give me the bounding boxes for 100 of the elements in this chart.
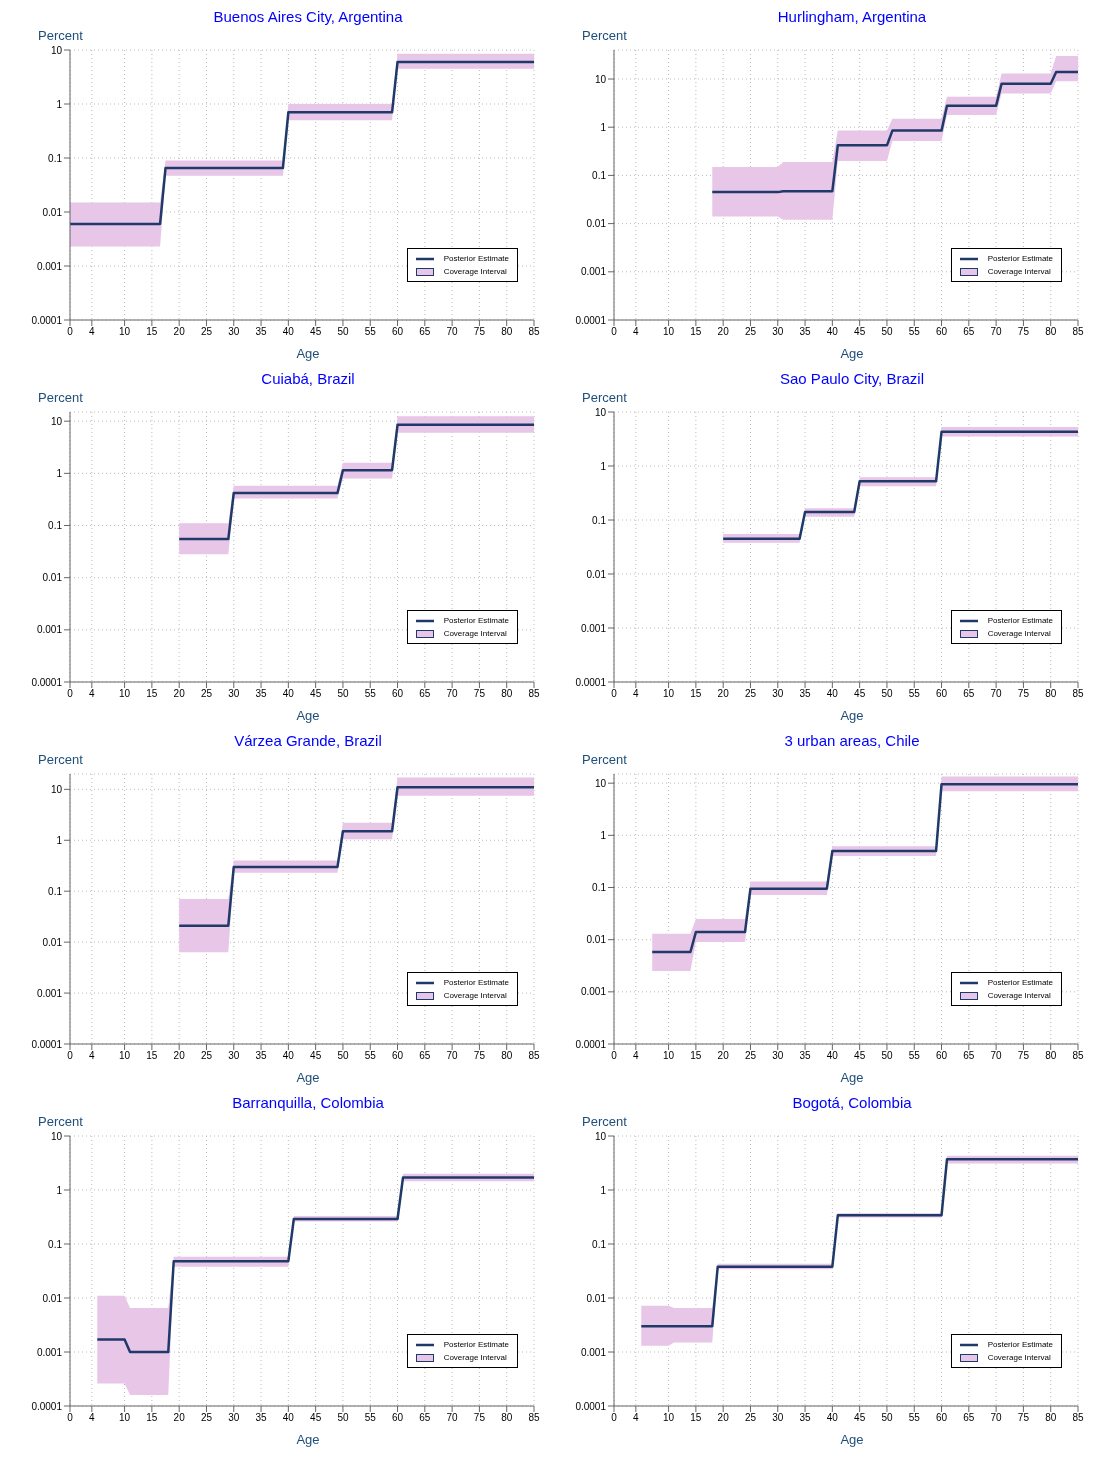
x-tick-label: 40 <box>826 1050 839 1062</box>
x-tick-label: 80 <box>501 1050 513 1062</box>
x-tick-label: 45 <box>854 688 866 700</box>
x-tick-label: 0 <box>611 1050 618 1062</box>
x-tick-label: 4 <box>633 688 640 700</box>
x-tick-label: 55 <box>908 1412 921 1424</box>
x-tick-label: 70 <box>446 1412 459 1424</box>
x-tick-label: 25 <box>744 1050 757 1062</box>
x-tick-label: 80 <box>1045 326 1057 338</box>
y-tick-label: 0.0001 <box>575 1038 607 1050</box>
x-tick-label: 85 <box>528 326 540 338</box>
x-tick-label: 50 <box>881 1050 893 1062</box>
x-tick-label: 35 <box>799 688 812 700</box>
annotation: Coverage Interval <box>987 991 1051 1000</box>
x-tick-label: 20 <box>173 1050 186 1062</box>
x-tick-label: 4 <box>633 326 640 338</box>
x-tick-label: 35 <box>799 326 812 338</box>
x-tick-label: 85 <box>1072 1050 1084 1062</box>
x-tick-label: 60 <box>391 1050 404 1062</box>
x-tick-label: 15 <box>146 1412 158 1424</box>
y-tick-label: 0.01 <box>586 568 607 580</box>
x-tick-label: 35 <box>255 1050 268 1062</box>
chart-title: Bogotá, Colombia <box>791 1094 913 1113</box>
x-tick-label: 0 <box>67 1050 74 1062</box>
y-axis-title: Percent <box>37 390 84 405</box>
x-tick-label: 60 <box>935 326 948 338</box>
x-tick-label: 10 <box>119 688 131 700</box>
y-tick-label: 0.001 <box>36 1346 63 1358</box>
y-axis-title: Percent <box>581 752 628 767</box>
x-tick-label: 75 <box>473 688 486 700</box>
y-tick-label: 1 <box>56 98 63 110</box>
x-tick-label: 45 <box>310 1412 322 1424</box>
y-tick-label: 10 <box>50 1130 63 1142</box>
x-tick-label: 75 <box>1017 326 1030 338</box>
x-tick-label: 15 <box>690 1412 702 1424</box>
legend-label: Posterior Estimate <box>443 1340 509 1349</box>
chart-title: Várzea Grande, Brazil <box>233 732 383 751</box>
x-tick-label: 45 <box>854 326 866 338</box>
x-tick-label: 0 <box>67 326 74 338</box>
y-tick-label: 0.01 <box>42 1292 63 1304</box>
x-tick-label: 60 <box>391 326 404 338</box>
y-tick-label: 0.0001 <box>575 1400 607 1412</box>
x-tick-label: 85 <box>1072 1412 1084 1424</box>
y-axis-title: Percent <box>37 28 84 43</box>
y-tick-label: 0.001 <box>580 986 607 998</box>
x-tick-label: 65 <box>963 1412 975 1424</box>
y-tick-label: 0.0001 <box>31 314 63 326</box>
x-tick-label: 30 <box>228 326 240 338</box>
x-tick-label: 4 <box>633 1412 640 1424</box>
legend-label: Posterior Estimate <box>987 978 1053 987</box>
y-tick-label: 0.1 <box>48 152 63 164</box>
line-series <box>177 423 534 541</box>
x-tick-label: 20 <box>717 1412 730 1424</box>
y-axis-title: Percent <box>37 1114 84 1129</box>
x-tick-label: 40 <box>826 1412 839 1424</box>
x-tick-label: 15 <box>146 1050 158 1062</box>
y-tick-label: 0.01 <box>42 572 63 584</box>
y-tick-label: 10 <box>594 777 607 789</box>
x-tick-label: 75 <box>473 326 486 338</box>
y-tick-label: 0.001 <box>580 622 607 634</box>
x-tick-label: 20 <box>717 688 730 700</box>
legend-label: Posterior Estimate <box>443 254 509 263</box>
x-tick-label: 80 <box>501 326 513 338</box>
x-tick-label: 50 <box>881 326 893 338</box>
annotation: Coverage Interval <box>443 991 507 1000</box>
x-tick-label: 55 <box>364 1412 377 1424</box>
x-axis-title: Age <box>839 708 865 723</box>
x-tick-label: 45 <box>854 1412 866 1424</box>
x-tick-label: 10 <box>663 688 675 700</box>
x-tick-label: 20 <box>173 688 186 700</box>
x-tick-label: 25 <box>200 1050 213 1062</box>
x-tick-label: 80 <box>501 1412 513 1424</box>
legend-label: Posterior Estimate <box>987 254 1053 263</box>
x-tick-label: 40 <box>282 1050 295 1062</box>
y-tick-label: 0.01 <box>42 936 63 948</box>
y-tick-label: 0.001 <box>36 260 63 272</box>
x-tick-label: 50 <box>337 326 349 338</box>
annotation: Coverage Interval <box>987 629 1051 638</box>
x-tick-label: 85 <box>528 688 540 700</box>
y-tick-label: 0.0001 <box>575 676 607 688</box>
x-tick-label: 15 <box>690 688 702 700</box>
x-tick-label: 80 <box>1045 688 1057 700</box>
x-tick-label: 80 <box>1045 1412 1057 1424</box>
chart-title: Sao Paulo City, Brazil <box>779 370 925 389</box>
chart-title: 3 urban areas, Chile <box>783 732 921 751</box>
y-tick-label: 10 <box>50 415 63 427</box>
legend-label: Posterior Estimate <box>443 978 509 987</box>
x-tick-label: 65 <box>419 688 431 700</box>
x-axis-title: Age <box>295 708 321 723</box>
y-tick-label: 0.0001 <box>31 1038 63 1050</box>
x-tick-label: 75 <box>1017 1050 1030 1062</box>
legend-label: Posterior Estimate <box>987 1340 1053 1349</box>
x-tick-label: 60 <box>935 688 948 700</box>
legend-label: Posterior Estimate <box>443 616 509 625</box>
x-tick-label: 40 <box>826 326 839 338</box>
x-tick-label: 30 <box>772 1050 784 1062</box>
y-tick-label: 0.0001 <box>31 1400 63 1412</box>
x-tick-label: 30 <box>228 1412 240 1424</box>
x-tick-label: 50 <box>337 1050 349 1062</box>
x-tick-label: 50 <box>337 1412 349 1424</box>
